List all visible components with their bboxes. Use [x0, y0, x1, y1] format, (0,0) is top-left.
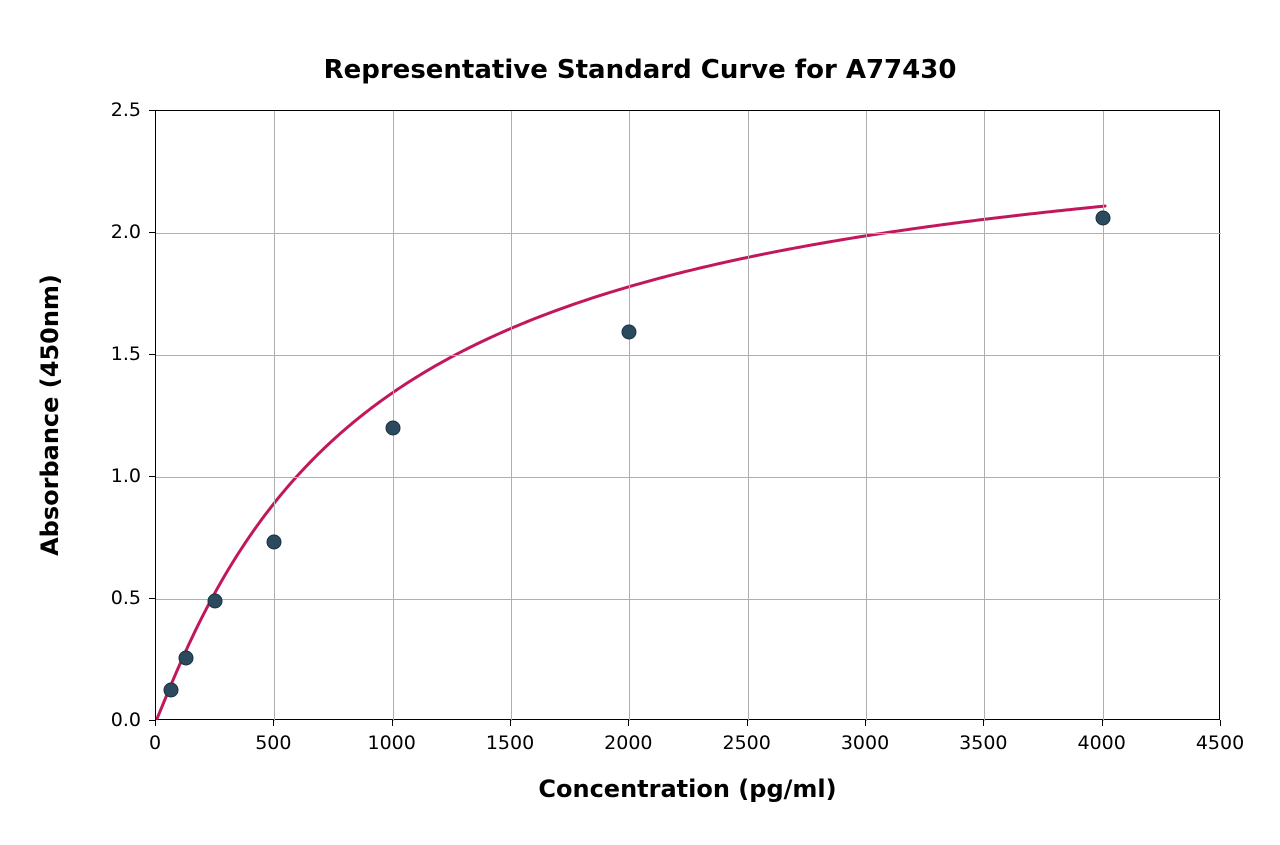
- gridline-vertical: [1103, 111, 1104, 721]
- gridline-horizontal: [156, 233, 1221, 234]
- x-tick-label: 0: [149, 732, 161, 754]
- y-tick-mark: [149, 476, 155, 477]
- x-tick-mark: [983, 720, 984, 726]
- y-tick-label: 1.0: [111, 465, 141, 487]
- plot-area: [155, 110, 1220, 720]
- data-point-marker: [622, 325, 637, 340]
- standard-curve-line: [157, 206, 1105, 718]
- x-tick-mark: [510, 720, 511, 726]
- data-point-marker: [178, 650, 193, 665]
- y-tick-label: 0.5: [111, 587, 141, 609]
- data-point-marker: [208, 593, 223, 608]
- x-tick-label: 2000: [604, 732, 652, 754]
- gridline-vertical: [274, 111, 275, 721]
- x-tick-mark: [628, 720, 629, 726]
- x-tick-mark: [273, 720, 274, 726]
- chart-figure: Representative Standard Curve for A77430…: [0, 0, 1280, 845]
- x-tick-label: 4000: [1077, 732, 1125, 754]
- y-tick-mark: [149, 110, 155, 111]
- y-tick-label: 1.5: [111, 343, 141, 365]
- gridline-vertical: [748, 111, 749, 721]
- y-tick-label: 2.5: [111, 99, 141, 121]
- x-tick-label: 4500: [1196, 732, 1244, 754]
- data-point-marker: [267, 535, 282, 550]
- y-tick-label: 0.0: [111, 709, 141, 731]
- x-tick-label: 1500: [486, 732, 534, 754]
- x-tick-label: 1000: [367, 732, 415, 754]
- x-tick-mark: [392, 720, 393, 726]
- y-tick-label: 2.0: [111, 221, 141, 243]
- x-axis-label: Concentration (pg/ml): [538, 775, 836, 803]
- y-tick-mark: [149, 354, 155, 355]
- x-tick-label: 3000: [841, 732, 889, 754]
- data-point-marker: [1095, 210, 1110, 225]
- y-tick-mark: [149, 232, 155, 233]
- gridline-vertical: [393, 111, 394, 721]
- x-tick-mark: [155, 720, 156, 726]
- x-tick-mark: [1102, 720, 1103, 726]
- gridline-vertical: [511, 111, 512, 721]
- data-point-marker: [385, 420, 400, 435]
- x-tick-mark: [865, 720, 866, 726]
- gridline-horizontal: [156, 477, 1221, 478]
- y-tick-mark: [149, 720, 155, 721]
- x-tick-label: 2500: [722, 732, 770, 754]
- x-tick-mark: [747, 720, 748, 726]
- gridline-horizontal: [156, 599, 1221, 600]
- gridline-vertical: [866, 111, 867, 721]
- gridline-vertical: [629, 111, 630, 721]
- x-tick-label: 3500: [959, 732, 1007, 754]
- y-tick-mark: [149, 598, 155, 599]
- chart-title: Representative Standard Curve for A77430: [0, 55, 1280, 85]
- gridline-vertical: [984, 111, 985, 721]
- x-tick-mark: [1220, 720, 1221, 726]
- x-tick-label: 500: [255, 732, 291, 754]
- data-point-marker: [163, 682, 178, 697]
- y-axis-label: Absorbance (450nm): [36, 274, 64, 556]
- gridline-horizontal: [156, 355, 1221, 356]
- fitted-curve: [156, 111, 1221, 721]
